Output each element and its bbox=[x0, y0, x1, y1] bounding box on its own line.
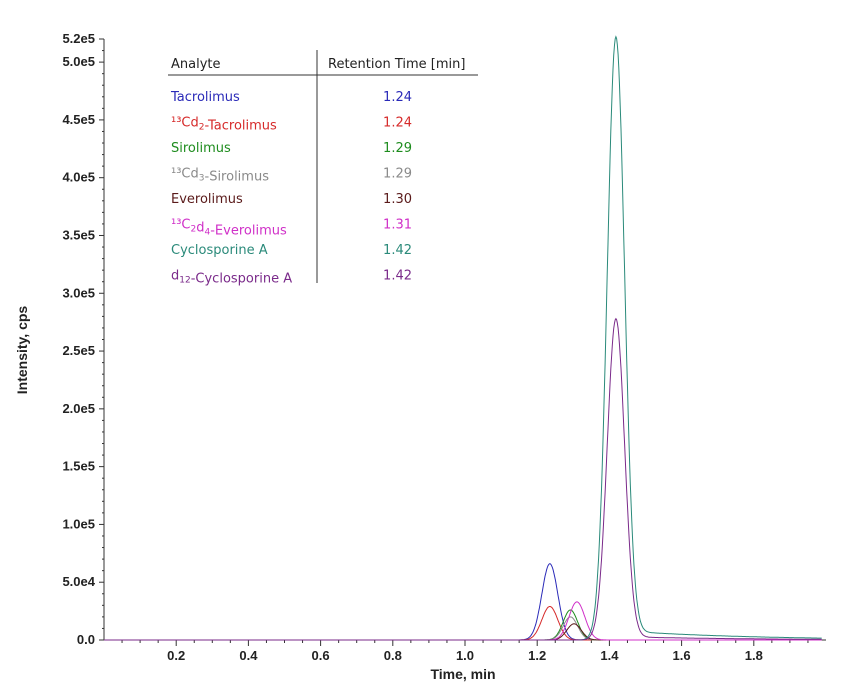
retention-time-value: 1.42 bbox=[383, 243, 412, 258]
y-axis-title: Intensity, cps bbox=[14, 306, 30, 395]
x-tick-label: 1.2 bbox=[528, 648, 546, 663]
analyte-name: d12-Cyclosporine A bbox=[171, 269, 292, 287]
x-tick-label: 0.8 bbox=[384, 648, 402, 663]
y-tick-label: 2.5e5 bbox=[62, 343, 95, 358]
y-tick-label: 1.5e5 bbox=[62, 459, 95, 474]
x-tick-label: 0.2 bbox=[167, 648, 185, 663]
retention-time-value: 1.29 bbox=[383, 167, 412, 182]
trace-5 bbox=[104, 601, 822, 641]
y-tick-label: 3.5e5 bbox=[62, 227, 95, 242]
retention-time-value: 1.42 bbox=[383, 269, 412, 284]
analyte-name: Everolimus bbox=[171, 192, 243, 207]
chromatogram-traces bbox=[104, 35, 822, 641]
x-tick-label: 1.6 bbox=[673, 648, 691, 663]
trace-4 bbox=[104, 623, 822, 641]
x-tick-label: 0.6 bbox=[312, 648, 330, 663]
trace-3 bbox=[104, 616, 822, 641]
y-tick-label: 5.0e4 bbox=[62, 574, 95, 589]
x-tick-label: 1.8 bbox=[745, 648, 763, 663]
analyte-name: ¹³Cd3-Sirolimus bbox=[171, 167, 269, 185]
analyte-name: ¹³C2d4-Everolimus bbox=[171, 218, 287, 239]
x-tick-label: 0.4 bbox=[239, 648, 258, 663]
y-tick-label: 4.0e5 bbox=[62, 170, 95, 185]
y-tick-label: 2.0e5 bbox=[62, 401, 95, 416]
y-tick-label: 5.0e5 bbox=[62, 54, 95, 69]
analyte-name: Cyclosporine A bbox=[171, 243, 268, 258]
retention-time-value: 1.24 bbox=[383, 116, 412, 131]
trace-7 bbox=[104, 317, 822, 641]
analyte-name: ¹³Cd2-Tacrolimus bbox=[171, 116, 277, 134]
retention-time-value: 1.30 bbox=[383, 192, 412, 207]
analyte-name: Tacrolimus bbox=[170, 90, 240, 105]
x-tick-label: 1.4 bbox=[600, 648, 619, 663]
table-header-analyte: Analyte bbox=[171, 57, 221, 72]
trace-1 bbox=[104, 606, 822, 641]
trace-0 bbox=[104, 563, 822, 641]
retention-time-table: Analyte Retention Time [min] Tacrolimus 1.2… bbox=[168, 50, 478, 287]
y-tick-label: 4.5e5 bbox=[62, 112, 95, 127]
retention-time-value: 1.24 bbox=[383, 90, 412, 105]
axes: 0.2 0.4 0.6 0.8 1.0 1.2 1.4 1.6 1.8 0.0 5.0e4 1.0e5… bbox=[62, 31, 826, 663]
y-tick-label: 1.0e5 bbox=[62, 516, 95, 531]
retention-time-value: 1.29 bbox=[383, 141, 412, 156]
analyte-name: Sirolimus bbox=[171, 141, 231, 156]
x-axis-title: Time, min bbox=[430, 666, 495, 682]
y-tick-label: 0.0 bbox=[77, 632, 95, 647]
y-tick-label: 3.0e5 bbox=[62, 285, 95, 300]
x-tick-label: 1.0 bbox=[456, 648, 474, 663]
y-tick-label: 5.2e5 bbox=[62, 31, 95, 46]
table-header-retention-time: Retention Time [min] bbox=[328, 57, 465, 72]
retention-time-value: 1.31 bbox=[383, 218, 412, 233]
